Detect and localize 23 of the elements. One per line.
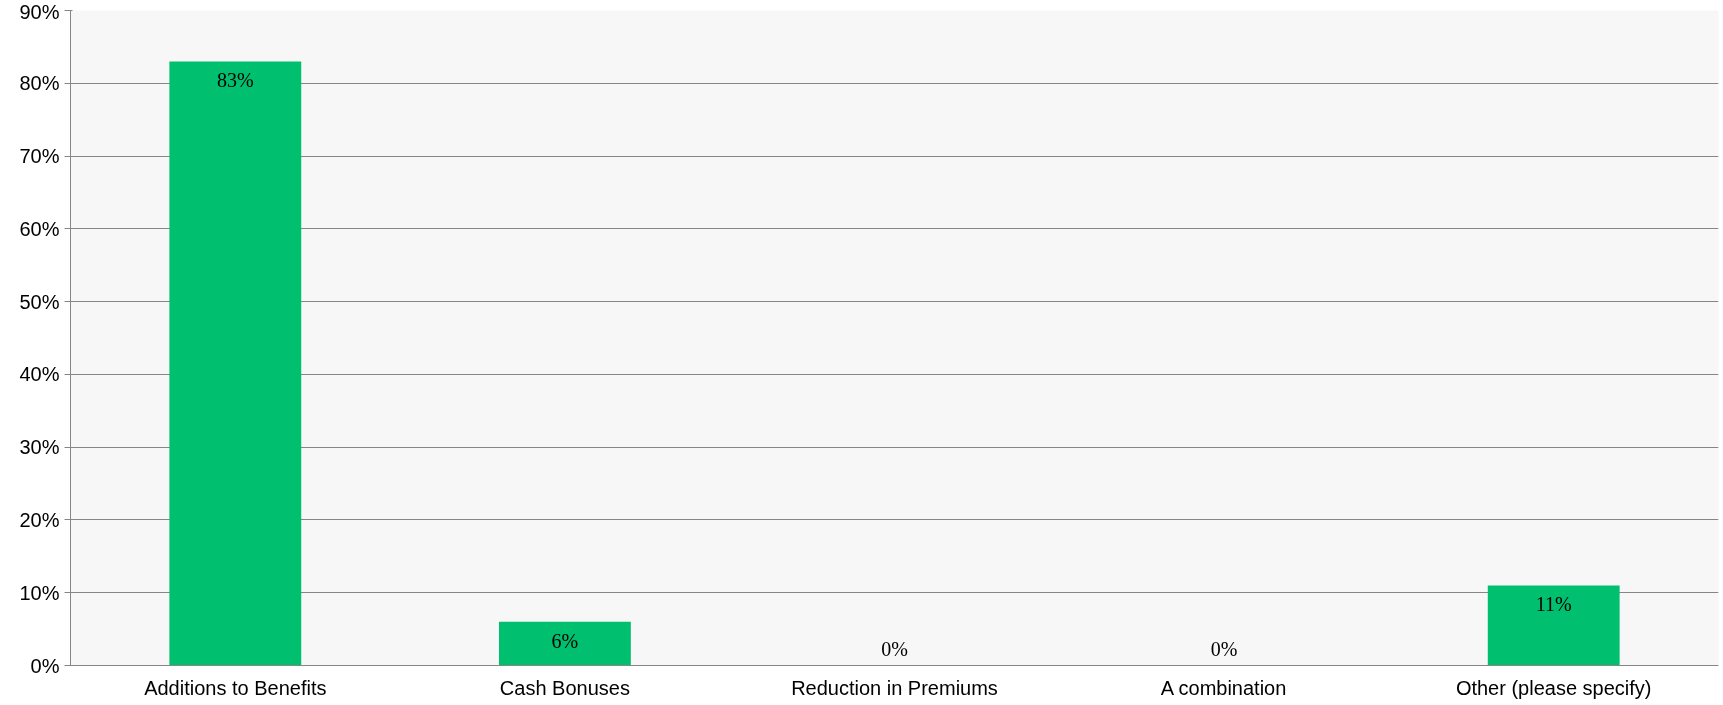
y-tick-label: 70% [19, 145, 60, 168]
data-label: 0% [1210, 637, 1238, 660]
y-tick-label: 20% [19, 508, 60, 531]
bar [498, 621, 631, 666]
data-label: 11% [1535, 593, 1572, 616]
x-tick-label: A combination [1160, 676, 1287, 699]
x-tick-label: Reduction in Premiums [791, 676, 998, 699]
bar [1487, 585, 1620, 666]
y-tick-label: 10% [19, 581, 60, 604]
data-label: 0% [881, 637, 908, 660]
y-tick-label: 30% [19, 436, 60, 459]
y-tick-label: 80% [19, 72, 60, 95]
y-tick-label: 60% [19, 217, 60, 240]
y-tick-label: 40% [19, 363, 60, 386]
data-label: 6% [551, 629, 579, 652]
y-tick-label: 0% [30, 654, 60, 677]
data-label: 83% [216, 69, 254, 92]
x-tick-label: Additions to Benefits [144, 676, 327, 699]
y-tick-label: 90% [19, 0, 60, 23]
y-tick-label: 50% [19, 290, 60, 313]
bar [169, 61, 302, 666]
x-tick-label: Cash Bonuses [499, 676, 630, 699]
x-tick-label: Other (please specify) [1455, 676, 1652, 699]
